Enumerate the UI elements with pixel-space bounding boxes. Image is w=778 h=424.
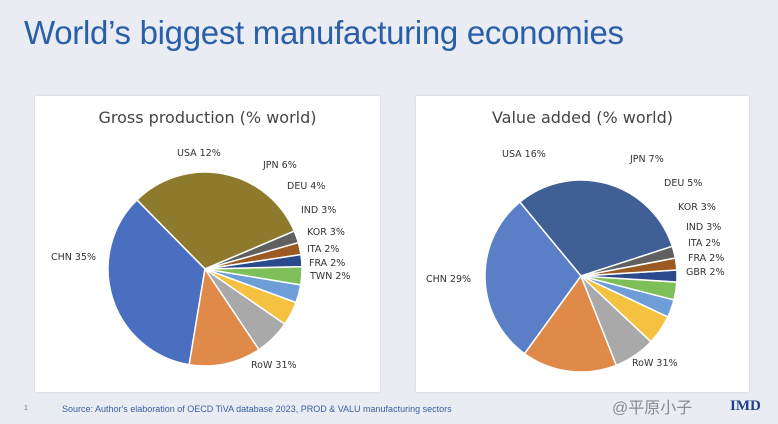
pie-slice-row [135, 171, 296, 270]
slice-label-twn: TWN 2% [309, 271, 350, 282]
slice-label-gbr: GBR 2% [686, 267, 725, 278]
slice-label-usa: USA 12% [177, 148, 221, 159]
watermark: @平原小子 [612, 400, 693, 417]
slice-label-fra: FRA 2% [309, 258, 345, 269]
slice-label-chn: CHN 29% [426, 274, 471, 285]
pie-slice-twn [204, 230, 300, 270]
slice-label-deu: DEU 5% [664, 178, 702, 189]
chart-title: Value added (% world) [491, 108, 674, 127]
pie-slice-usa [188, 267, 261, 367]
pie-slice-chn [484, 200, 582, 355]
pie-slice-gbr [580, 245, 677, 277]
slice-label-chn: CHN 35% [51, 252, 96, 263]
slice-label-kor: KOR 3% [307, 227, 345, 238]
imd-logo: IMD [730, 398, 761, 414]
chart-title: Gross production (% world) [98, 108, 317, 127]
slice-label-ita: ITA 2% [688, 238, 720, 249]
slice-label-jpn: JPN 6% [262, 160, 297, 171]
value-added-pie-chart: RoW 31% CHN 29% USA 16% JPN 7% DEU 5% KOR 3% I… [426, 149, 725, 373]
pie-slice-chn [107, 198, 206, 366]
slice-label-deu: DEU 4% [287, 181, 325, 192]
slice-label-row: RoW 31% [632, 358, 678, 369]
value-added-panel: Value added (% world) RoW 31% CHN 29% USA … [416, 96, 749, 392]
gross-production-panel: Gross production (% world) RoW 31% CHN 35… [35, 96, 380, 392]
slice-label-kor: KOR 3% [678, 202, 716, 213]
slice-label-usa: USA 16% [502, 149, 546, 160]
slice-label-ita: ITA 2% [307, 244, 339, 255]
pie-slice-row [518, 179, 674, 277]
gross-production-pie-chart: RoW 31% CHN 35% USA 12% JPN 6% DEU 4% IND 3% K… [51, 148, 350, 371]
slide-title: World’s biggest manufacturing economies [24, 14, 624, 51]
slice-label-ind: IND 3% [686, 222, 721, 233]
pie-slice-usa [523, 274, 618, 373]
slice-label-ind: IND 3% [301, 205, 336, 216]
slice-label-fra: FRA 2% [688, 253, 724, 264]
source-note: Source: Author's elaboration of OECD TiV… [62, 404, 452, 414]
slice-label-jpn: JPN 7% [629, 154, 664, 165]
slice-label-row: RoW 31% [251, 360, 297, 371]
page-number: 1 [24, 405, 28, 412]
